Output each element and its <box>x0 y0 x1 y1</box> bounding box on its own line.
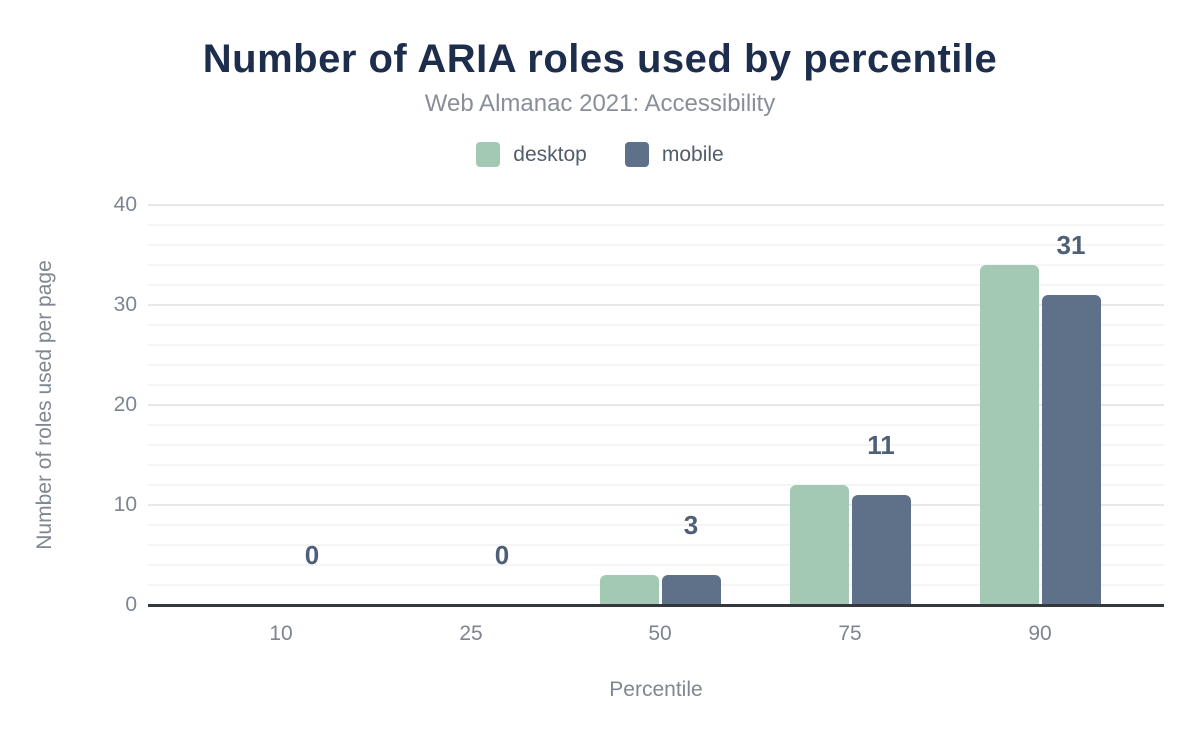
x-tick-label: 25 <box>459 622 483 645</box>
y-tick-label: 10 <box>113 493 137 516</box>
legend: desktop mobile <box>0 142 1200 167</box>
bar-value-label-50: 3 <box>683 510 699 540</box>
gridline-major <box>148 504 1164 506</box>
gridline-minor <box>148 484 1164 486</box>
bar-desktop-90 <box>979 265 1039 605</box>
gridline-minor <box>148 424 1164 426</box>
gridline-minor <box>148 244 1164 246</box>
gridline-minor <box>148 324 1164 326</box>
y-tick-label: 40 <box>113 193 137 216</box>
y-tick-label: 0 <box>125 593 137 616</box>
x-tick-label: 10 <box>269 622 293 645</box>
plot-area: 0 0 3 11 31 <box>148 204 1164 605</box>
chart-title: Number of ARIA roles used by percentile <box>202 37 998 81</box>
bar-mobile-50 <box>661 575 721 605</box>
bar-desktop-50 <box>599 575 659 605</box>
x-axis-title: Percentile <box>609 678 703 701</box>
gridline-minor <box>148 544 1164 546</box>
x-tick-label: 50 <box>648 622 672 645</box>
gridline-major <box>148 204 1164 206</box>
bar-mobile-75 <box>851 495 911 605</box>
x-axis-line <box>148 604 1164 607</box>
legend-label-mobile: mobile <box>661 142 724 166</box>
gridline-minor <box>148 524 1164 526</box>
bar-mobile-90 <box>1041 295 1101 605</box>
legend-swatch-desktop <box>476 142 501 167</box>
x-tick-label: 90 <box>1028 622 1052 645</box>
chart-subtitle: Web Almanac 2021: Accessibility <box>424 90 776 117</box>
bar-value-label-10: 0 <box>304 540 320 570</box>
gridline-minor <box>148 444 1164 446</box>
y-tick-label: 20 <box>113 393 137 416</box>
gridline-minor <box>148 344 1164 346</box>
gridline-minor <box>148 364 1164 366</box>
gridline-minor <box>148 564 1164 566</box>
bar-value-label-25: 0 <box>494 540 510 570</box>
gridline-major <box>148 304 1164 306</box>
legend-swatch-mobile <box>624 142 649 167</box>
bar-value-label-75: 11 <box>867 430 895 460</box>
legend-item-desktop: desktop <box>476 142 587 167</box>
legend-label-desktop: desktop <box>513 142 587 166</box>
y-tick-label: 30 <box>113 293 137 316</box>
bar-value-label-90: 31 <box>1056 230 1086 260</box>
gridline-minor <box>148 384 1164 386</box>
gridline-minor <box>148 284 1164 286</box>
legend-item-mobile: mobile <box>624 142 724 167</box>
gridline-minor <box>148 464 1164 466</box>
gridline-minor <box>148 264 1164 266</box>
gridline-minor <box>148 224 1164 226</box>
bar-desktop-75 <box>789 485 849 605</box>
gridline-major <box>148 404 1164 406</box>
x-tick-label: 75 <box>838 622 862 645</box>
